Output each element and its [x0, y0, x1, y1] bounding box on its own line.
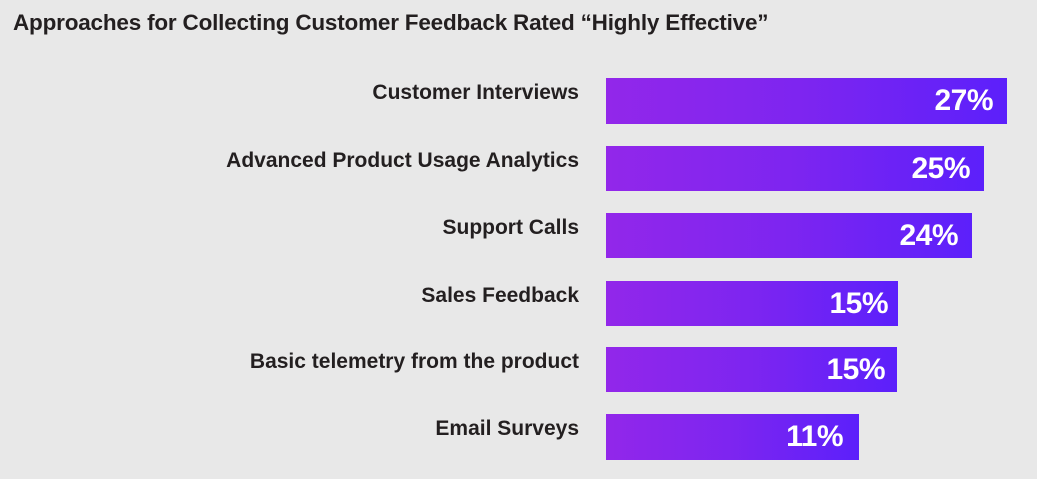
bar-value: 11%: [786, 420, 843, 453]
bar-row: Email Surveys 11%: [0, 414, 1037, 460]
bar-value: 25%: [911, 151, 970, 185]
bar: 25%: [606, 146, 984, 191]
bar: 15%: [606, 347, 897, 392]
bar-label: Sales Feedback: [421, 283, 579, 307]
bar-value: 15%: [829, 286, 888, 320]
bar-label: Email Surveys: [435, 417, 579, 440]
bar-label: Advanced Product Usage Analytics: [226, 148, 579, 172]
bar-label: Customer Interviews: [372, 81, 579, 104]
chart-title: Approaches for Collecting Customer Feedb…: [13, 10, 769, 35]
bar: 24%: [606, 213, 972, 258]
bar-label: Support Calls: [442, 215, 579, 239]
bar-row: Basic telemetry from the product 15%: [0, 347, 1037, 392]
bar-label: Basic telemetry from the product: [249, 349, 579, 373]
bar-value: 27%: [934, 84, 993, 117]
bar-row: Customer Interviews 27%: [0, 78, 1037, 124]
bar-row: Sales Feedback 15%: [0, 281, 1037, 326]
bar: 27%: [606, 78, 1007, 124]
bar-value: 24%: [899, 218, 958, 252]
bar: 11%: [606, 414, 859, 460]
bar-row: Advanced Product Usage Analytics 25%: [0, 146, 1037, 191]
bar-row: Support Calls 24%: [0, 213, 1037, 258]
bar-value: 15%: [826, 352, 885, 386]
bar: 15%: [606, 281, 898, 326]
